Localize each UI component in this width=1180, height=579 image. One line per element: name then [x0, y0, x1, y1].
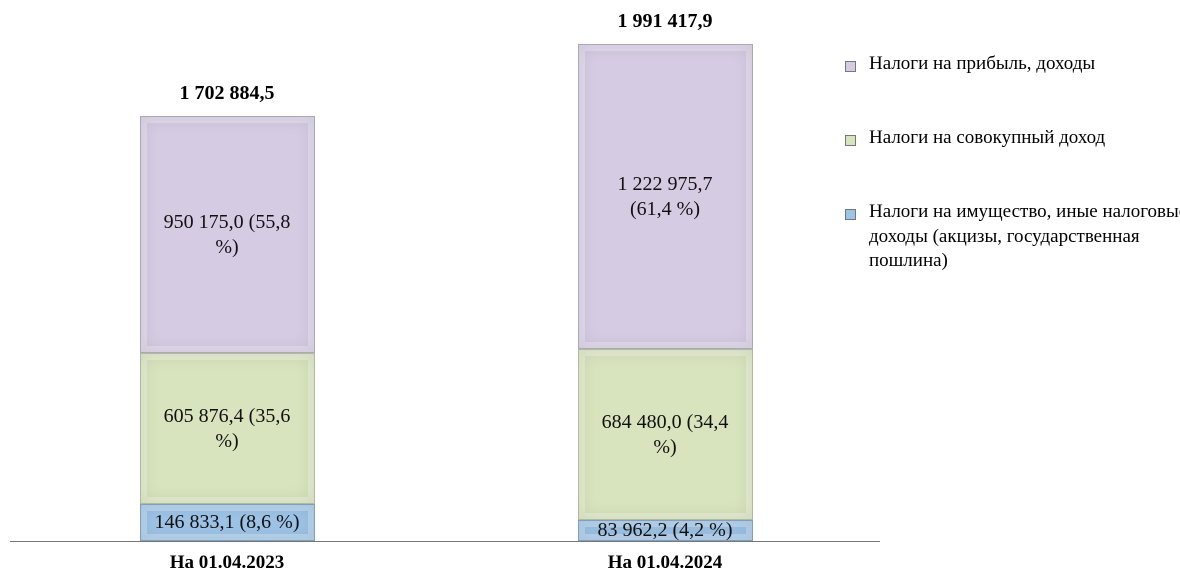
data-label: 146 833,1 (8,6 %): [154, 511, 300, 534]
x-tick-label: На 01.04.2023: [169, 552, 285, 573]
baseline: [10, 541, 880, 542]
legend-swatch: [845, 61, 856, 72]
data-label: 605 876,4 (35,6 %): [163, 404, 291, 452]
data-label: 1 222 975,7 (61,4 %): [617, 172, 713, 220]
data-label: 684 480,0 (34,4 %): [601, 410, 729, 458]
legend-label: Налоги на совокупный доход: [869, 127, 1106, 148]
bar-segment: [577, 349, 753, 521]
bar-segment: [577, 44, 753, 350]
bar-segment: [139, 353, 315, 505]
bar-segment: [139, 116, 315, 354]
legend-label: Налоги на прибыль, доходы: [869, 53, 1096, 74]
data-label: 83 962,2 (4,2 %): [597, 519, 733, 542]
total-label: 1 991 417,9: [617, 10, 713, 32]
bar-segment: [139, 504, 315, 541]
legend-label: Налоги на имущество, иные налоговые дохо…: [869, 201, 1180, 272]
x-tick-label: На 01.04.2024: [607, 552, 723, 573]
total-label: 1 702 884,5: [179, 82, 275, 104]
bar-segment: [577, 520, 753, 541]
legend-swatch: [845, 209, 856, 220]
data-label: 950 175,0 (55,8 %): [163, 210, 291, 258]
legend-swatch: [845, 135, 856, 146]
